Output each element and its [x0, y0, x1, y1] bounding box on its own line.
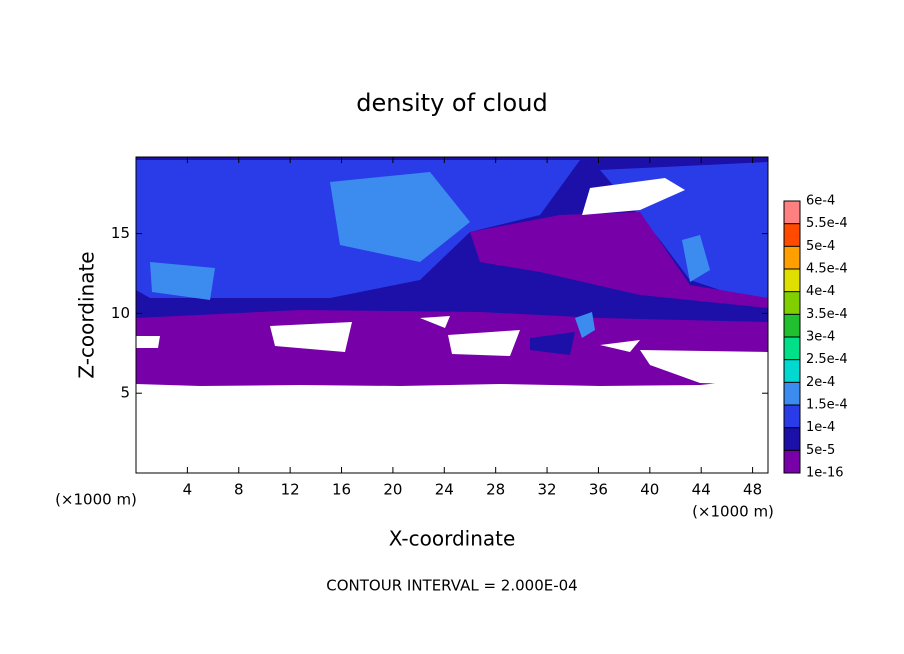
colorbar-band: [784, 291, 800, 315]
colorbar-label: 4e-4: [806, 284, 835, 299]
x-tick-label: 16: [332, 481, 351, 499]
x-tick-label: 28: [486, 481, 505, 499]
x-unit-label: (×1000 m): [692, 503, 774, 521]
below-cloud-region: [136, 386, 768, 473]
colorbar-label: 5.5e-4: [806, 216, 848, 231]
colorbar-label: 3e-4: [806, 330, 835, 345]
no-cloud-region: [136, 336, 160, 348]
colorbar-label: 3.5e-4: [806, 307, 848, 322]
colorbar-band: [784, 246, 800, 269]
colorbar-label: 1e-16: [806, 466, 844, 481]
colorbar-label: 5e-5: [806, 443, 835, 458]
colorbar-label: 6e-4: [806, 194, 835, 209]
colorbar-label: 2.5e-4: [806, 352, 848, 367]
x-tick-label: 12: [281, 481, 300, 499]
colorbar-band: [784, 427, 800, 451]
y-axis-label: Z-coordinate: [75, 251, 99, 378]
colorbar-band: [784, 201, 800, 224]
x-axis-label: X-coordinate: [389, 527, 516, 551]
no-cloud-region: [640, 350, 768, 385]
contour-region: [150, 262, 215, 300]
colorbar-label: 1e-4: [806, 420, 835, 435]
footnote: CONTOUR INTERVAL = 2.000E-04: [326, 577, 577, 595]
y-unit-label: (×1000 m): [55, 491, 137, 509]
plot-frame: [135, 156, 769, 474]
contour-region: [682, 235, 710, 282]
chart-title: density of cloud: [356, 89, 547, 117]
contour-region: [470, 212, 768, 308]
contour-region: [575, 312, 595, 338]
no-cloud-region: [582, 178, 685, 215]
colorbar-band: [784, 405, 800, 428]
colorbar-label: 2e-4: [806, 375, 835, 390]
colorbar-band: [784, 359, 800, 383]
x-tick-label: 48: [743, 481, 762, 499]
no-cloud-region: [420, 316, 450, 328]
contour-region: [330, 172, 470, 262]
colorbar-band: [784, 269, 800, 292]
colorbar-label: 4.5e-4: [806, 262, 848, 277]
y-tick-label: 10: [111, 304, 130, 322]
colorbar-label: 1.5e-4: [806, 398, 848, 413]
colorbar-band: [784, 337, 800, 360]
x-tick-label: 36: [589, 481, 608, 499]
colorbar-band: [784, 314, 800, 337]
x-tick-label: 8: [234, 481, 244, 499]
x-tick-label: 40: [640, 481, 659, 499]
colorbar-band: [784, 450, 800, 473]
x-tick-label: 24: [435, 481, 454, 499]
y-tick-label: 15: [111, 224, 130, 242]
y-tick-label: 5: [120, 384, 130, 402]
x-tick-label: 4: [183, 481, 193, 499]
x-tick-label: 32: [538, 481, 557, 499]
colorbar-band: [784, 223, 800, 247]
contour-region: [530, 332, 575, 355]
no-cloud-region: [270, 322, 352, 352]
no-cloud-region: [448, 330, 520, 356]
colorbar-label: 5e-4: [806, 239, 835, 254]
no-cloud-region: [600, 340, 640, 352]
colorbar-band: [784, 382, 800, 405]
x-tick-label: 20: [383, 481, 402, 499]
x-tick-label: 44: [692, 481, 711, 499]
